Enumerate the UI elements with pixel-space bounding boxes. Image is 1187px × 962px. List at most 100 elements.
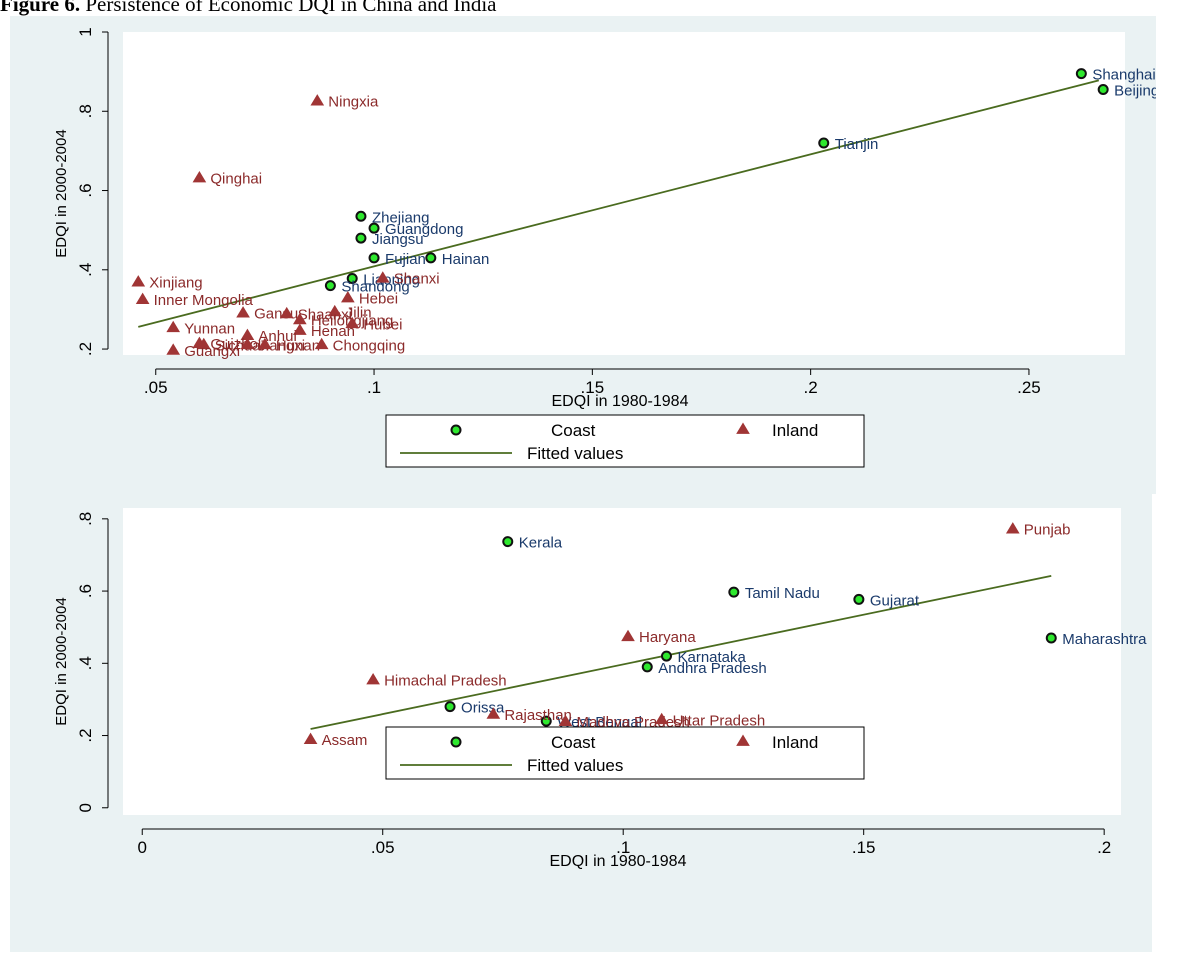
coast-point-orissa [444, 701, 456, 713]
legend-coast-marker [450, 424, 462, 436]
point-label-chongqing: Chongqing [333, 337, 406, 354]
figure-caption-text: Persistence of Economic DQI in China and… [80, 0, 497, 16]
point-label-anhui: Anhui [258, 328, 296, 345]
x-tick-label: .25 [1017, 378, 1041, 397]
fitted-values-line [138, 79, 1100, 328]
point-label-gansu: Gansu [254, 306, 298, 323]
figure-caption: Figure 6. Persistence of Economic DQI in… [0, 0, 1187, 18]
inland-point-madhya-pradesh [558, 714, 573, 726]
coast-point-karnataka [660, 650, 672, 662]
legend-coast-marker [450, 736, 462, 748]
point-label-rajasthan: Rajasthan [504, 707, 572, 724]
legend-fit-label: Fitted values [527, 444, 623, 463]
y-tick-label: .6 [76, 584, 95, 598]
coast-point-jiangsu [355, 232, 367, 244]
y-tick-label: .6 [76, 183, 95, 197]
coast-point-tianjin [818, 137, 830, 149]
legend-inland-marker [736, 422, 750, 434]
figure-label: Figure 6. [0, 0, 81, 16]
inland-point-himachal-pradesh [366, 673, 380, 685]
point-label-kerala: Kerala [519, 535, 563, 552]
y-tick-label: 0 [76, 803, 95, 812]
point-label-hubei: Hubei [363, 316, 402, 333]
inland-point-rajasthan [486, 707, 501, 719]
inland-point-jilin [327, 304, 342, 317]
coast-point-tamil-nadu [728, 586, 740, 598]
legend-fit-label: Fitted values [527, 756, 623, 775]
inland-point-ningxia [310, 94, 325, 106]
chart-legend: Coast Inland Fitted values [385, 414, 865, 468]
coast-point-hainan [425, 252, 437, 264]
y-tick-label: .2 [76, 342, 95, 356]
point-label-gujarat: Gujarat [870, 592, 920, 609]
legend-inland-marker [736, 734, 750, 746]
inland-point-gansu [236, 306, 250, 318]
inland-point-haryana [621, 629, 635, 642]
inland-point-jiangxi [240, 337, 255, 350]
inland-point-chongqing [314, 337, 329, 350]
inland-point-uttar-pradesh [654, 712, 669, 725]
legend-inland-label: Inland [772, 733, 818, 752]
x-tick-label: .15 [852, 838, 876, 857]
point-label-punjab: Punjab [1024, 522, 1071, 539]
y-tick-label: .8 [76, 104, 95, 118]
legend-inland-label: Inland [772, 421, 818, 440]
x-tick-label: 0 [138, 838, 147, 857]
legend-box [385, 726, 865, 780]
coast-point-fujian [368, 252, 380, 264]
inland-point-sichuan [196, 337, 211, 350]
coast-point-andhra-pradesh [641, 661, 653, 673]
point-label-liaoning: Liaoning [363, 272, 420, 289]
point-label-haryana: Haryana [639, 629, 696, 646]
point-label-jiangxi: Jiangxi [258, 337, 305, 354]
legend-box [385, 414, 865, 468]
x-tick-label: .15 [581, 378, 605, 397]
chart-legend: Coast Inland Fitted values [385, 726, 865, 780]
point-label-sichuan: Sichuan [215, 337, 269, 354]
point-label-inner-mongolia: Inner Mongolia [154, 292, 254, 309]
inland-point-shaanxi [279, 306, 294, 319]
inland-point-xinjiang [131, 275, 146, 287]
coast-point-west-bengal [540, 715, 552, 727]
inland-point-punjab [1005, 522, 1020, 534]
y-axis-title: EDQI in 2000-2004 [53, 597, 70, 725]
point-label-beijing: Beijing [1114, 82, 1156, 99]
inland-point-hebei [341, 291, 355, 303]
legend-coast-label: Coast [551, 733, 596, 752]
point-label-shanghai: Shanghai [1092, 67, 1155, 84]
coast-point-beijing [1097, 83, 1109, 95]
inland-point-shanxi [375, 271, 390, 283]
inland-point-inner-mongolia [135, 292, 150, 304]
inland-point-henan [292, 323, 307, 335]
coast-point-gujarat [853, 593, 865, 605]
x-tick-label: .1 [616, 838, 630, 857]
point-label-hebei: Hebei [359, 291, 398, 308]
point-label-yunnan: Yunnan [184, 320, 235, 337]
x-tick-label: .05 [371, 838, 395, 857]
y-tick-label: 1 [76, 27, 95, 36]
india-chart-panel: 0 .2 .4 .6 .8 0 .05 .1 .15 .2 EDQI in 1980-1984 EDQ… [10, 492, 1152, 952]
x-tick-label: .05 [144, 378, 168, 397]
x-axis-title: EDQI in 1980-1984 [552, 393, 689, 410]
point-label-qinghai: Qinghai [210, 170, 262, 187]
point-label-uttar-pradesh: Uttar Pradesh [673, 712, 766, 729]
point-label-fujian: Fujian [385, 251, 426, 268]
inland-point-anhui [240, 328, 255, 341]
inland-point-hunan [258, 337, 272, 350]
x-tick-label: .2 [804, 378, 818, 397]
fitted-values-line [310, 575, 1052, 730]
inland-point-qinghai [192, 170, 207, 183]
point-label-hunan: Hunan [276, 337, 320, 354]
india-scatter-plot: 0 .2 .4 .6 .8 0 .05 .1 .15 .2 EDQI in 1980-1984 EDQ… [53, 508, 1147, 870]
inland-point-assam [303, 732, 318, 745]
point-label-shaanxi: Shaanxi [298, 306, 352, 323]
point-label-orissa: Orissa [461, 700, 505, 717]
inland-point-heilongjiang [292, 312, 307, 325]
point-label-assam: Assam [322, 732, 368, 749]
coast-point-shanghai [1075, 68, 1087, 80]
inland-point-hubei [345, 316, 360, 329]
coast-point-guangdong [368, 222, 380, 234]
point-label-hainan: Hainan [442, 251, 490, 268]
inland-point-yunnan [166, 320, 181, 333]
point-label-tianjin: Tianjin [835, 136, 879, 153]
